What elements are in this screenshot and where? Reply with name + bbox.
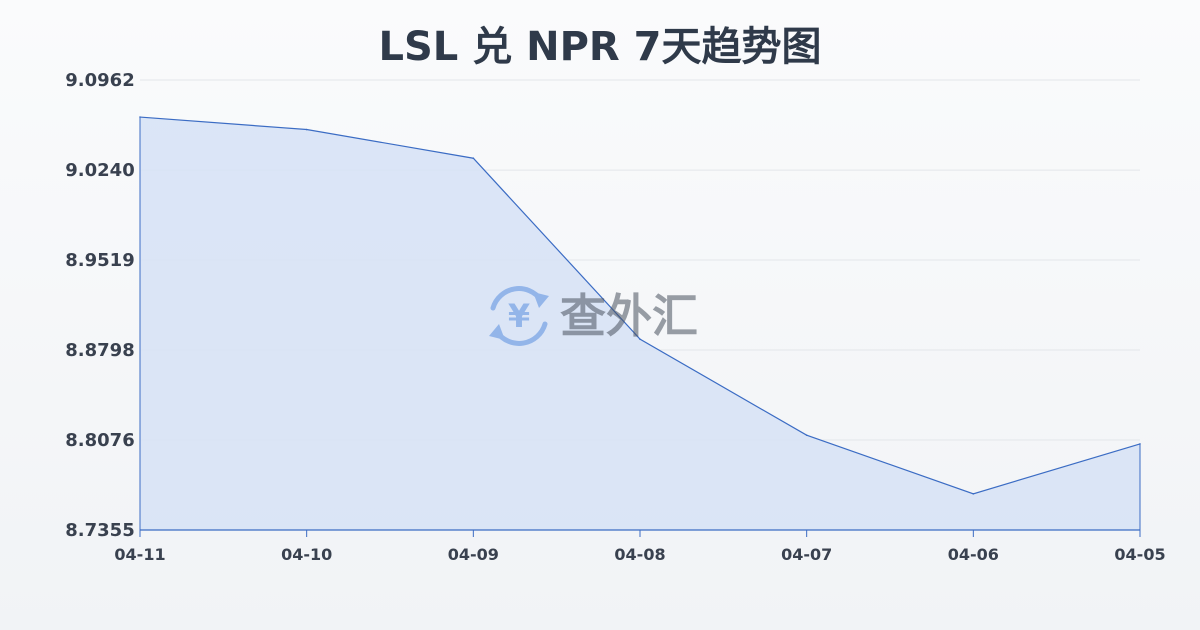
series-area (140, 117, 1140, 531)
data-point (972, 493, 975, 495)
x-tick-label: 04-09 (448, 545, 499, 564)
y-tick-label: 9.0962 (65, 70, 134, 91)
x-tick-label: 04-07 (781, 545, 832, 564)
y-tick-label: 8.8798 (65, 340, 134, 361)
data-point (472, 157, 475, 160)
watermark: ¥ 查外汇 (489, 286, 698, 346)
x-tick-label: 04-05 (1114, 545, 1165, 564)
x-tick-label: 04-08 (614, 545, 665, 564)
svg-text:¥: ¥ (508, 297, 530, 335)
plot-area: 9.0962 9.0240 8.9519 8.8798 8.8076 8.7355 04-1… (65, 70, 1165, 564)
y-tick-label: 8.9519 (65, 250, 134, 271)
yuan-exchange-icon: ¥ (489, 286, 549, 346)
x-tick-label: 04-10 (281, 545, 332, 564)
watermark-text: 查外汇 (560, 289, 698, 343)
x-tick-label: 04-11 (114, 545, 165, 564)
y-tick-label: 8.8076 (65, 430, 134, 451)
x-tick-label: 04-06 (948, 545, 999, 564)
chart-title: LSL 兑 NPR 7天趋势图 (379, 24, 822, 70)
data-point (305, 128, 308, 131)
y-tick-label: 8.7355 (65, 520, 134, 541)
data-point (805, 434, 808, 436)
y-tick-label: 9.0240 (65, 160, 134, 181)
data-point (139, 116, 141, 118)
data-point (1139, 443, 1141, 445)
data-point (639, 338, 641, 340)
